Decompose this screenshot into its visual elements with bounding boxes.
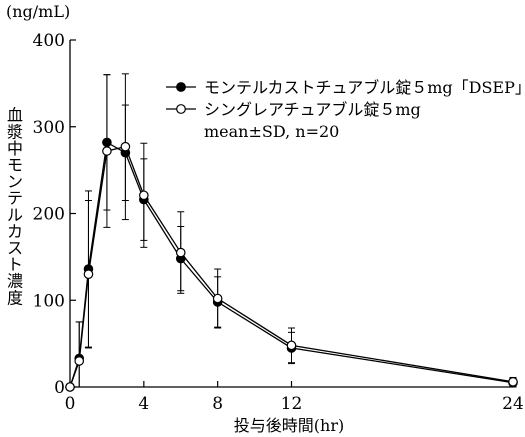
y-tick-label: 300	[33, 118, 65, 138]
y-tick-label: 100	[33, 291, 65, 311]
legend-marker-filled	[176, 82, 186, 92]
data-point-singulair	[65, 382, 75, 392]
legend-label-2: シングレアチュアブル錠５mg	[204, 100, 421, 119]
x-tick-label: 8	[212, 394, 223, 414]
x-tick-label: 12	[281, 394, 303, 414]
legend: モンテルカストチュアブル錠５mg「DSEP」 シングレアチュアブル錠５mg me…	[166, 78, 525, 141]
legend-entry-2: シングレアチュアブル錠５mg	[166, 100, 421, 119]
series-lines	[69, 141, 514, 388]
x-tick-label: 0	[65, 394, 76, 414]
data-point-dsep	[102, 137, 112, 148]
x-tick-label: 4	[138, 394, 149, 414]
data-point-singulair	[175, 247, 186, 258]
legend-label-1: モンテルカストチュアブル錠５mg「DSEP」	[204, 78, 525, 97]
legend-note: mean±SD, n=20	[204, 122, 339, 141]
y-tick-label: 0	[54, 378, 65, 398]
data-point-singulair	[212, 293, 223, 304]
y-tick-label: 400	[33, 31, 65, 51]
data-point-singulair	[139, 190, 149, 201]
ticks: 0 100 200 300 400 0 4 8 12 24	[33, 31, 524, 414]
x-axis-label: 投与後時間(hr)	[234, 416, 344, 435]
legend-entry-1: モンテルカストチュアブル錠５mg「DSEP」	[166, 78, 525, 97]
data-point-singulair	[74, 356, 85, 366]
data-point-singulair	[286, 340, 297, 351]
y-unit-label: (ng/mL)	[6, 2, 70, 21]
data-point-singulair	[83, 269, 94, 280]
data-point-singulair	[102, 146, 112, 156]
x-tick-label: 24	[502, 394, 524, 414]
error-bars	[75, 73, 517, 388]
data-point-singulair	[508, 376, 518, 387]
data-markers	[65, 137, 518, 392]
data-point-singulair	[120, 141, 131, 152]
y-axis-label: 血漿中モンテルカスト濃度	[7, 106, 23, 308]
y-tick-label: 200	[33, 205, 65, 225]
series-line-2	[69, 145, 514, 388]
legend-marker-open	[176, 104, 186, 114]
